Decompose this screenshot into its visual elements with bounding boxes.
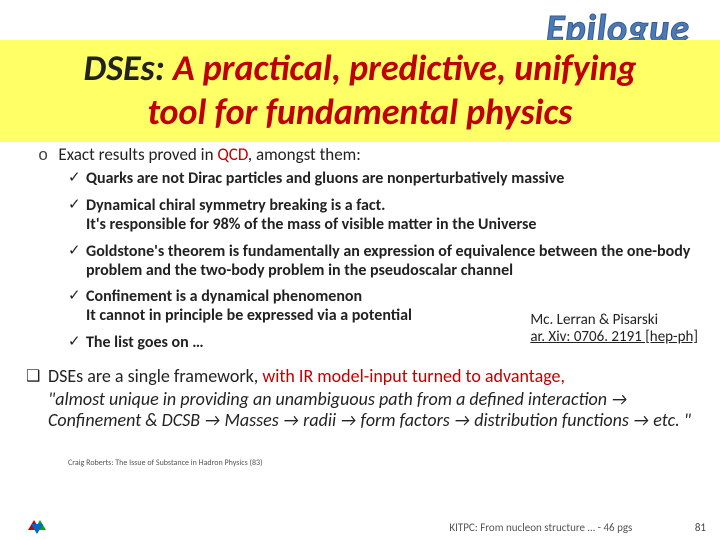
title-band: DSEs: A practical, predictive, unifying … — [0, 40, 720, 142]
intro-qcd: QCD — [217, 144, 248, 165]
check-item-1: Quarks are not Dirac particles and gluon… — [68, 170, 698, 189]
ref-authors: Mc. Lerran & Pisarski — [530, 311, 658, 329]
check-item-2: Dynamical chiral symmetry breaking is a … — [68, 197, 698, 235]
check-5-text: The list goes on … — [86, 333, 204, 352]
title-line-1: DSEs: A practical, predictive, unifying — [20, 46, 700, 90]
ref-cite: ar. Xiv: 0706. 2191 [hep-ph] — [530, 328, 698, 346]
check-4b: It cannot in principle be expressed via … — [86, 306, 412, 325]
intro-post: , amongst them: — [248, 144, 361, 165]
footer: KITPC: From nucleon structure … - 46 pgs… — [449, 521, 706, 534]
title-pre: DSEs: — [84, 46, 173, 90]
check-2b: It's responsible for 98% of the mass of … — [86, 215, 536, 234]
check-3-text: Goldstone's theorem is fundamentally an … — [86, 242, 690, 280]
square-bullet: DSEs are a single framework, with IR mod… — [26, 366, 692, 432]
square-mid: with IR model-input turned to advantage, — [262, 365, 565, 387]
footer-text: KITPC: From nucleon structure … - 46 pgs — [449, 521, 632, 534]
square-pre: DSEs are a single framework, — [48, 365, 262, 387]
attribution: Craig Roberts: The Issue of Substance in… — [68, 458, 263, 468]
check-1-text: Quarks are not Dirac particles and gluon… — [86, 169, 564, 188]
intro-pre: Exact results proved in — [58, 144, 217, 165]
check-2a: Dynamical chiral symmetry breaking is a … — [86, 196, 385, 215]
check-4a: Confinement is a dynamical phenomenon — [86, 287, 362, 306]
intro-line: Exact results proved in QCD, amongst the… — [38, 144, 698, 166]
title-end: unifying — [514, 46, 636, 90]
content-area: Exact results proved in QCD, amongst the… — [38, 144, 698, 361]
square-quote: "almost unique in providing an unambiguo… — [48, 389, 692, 431]
title-line-2: tool for fundamental physics — [20, 90, 700, 134]
title-mid: A practical, predictive, — [173, 46, 514, 90]
page-number: 81 — [695, 521, 706, 534]
logo-icon — [28, 518, 46, 534]
reference-box: Mc. Lerran & Pisarski ar. Xiv: 0706. 219… — [530, 312, 698, 347]
check-item-3: Goldstone's theorem is fundamentally an … — [68, 243, 698, 281]
